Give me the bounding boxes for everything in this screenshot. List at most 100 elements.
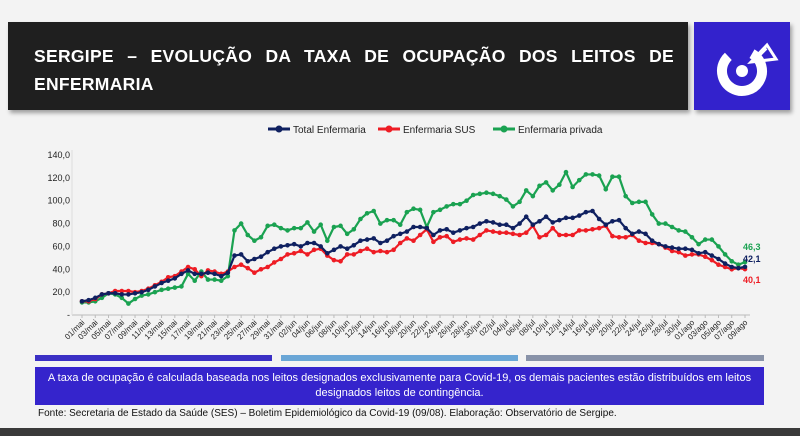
legend-label: Enfermaria privada [518,125,603,136]
data-point [278,244,284,249]
data-point [683,229,688,234]
data-point [172,285,178,290]
data-point [729,258,735,264]
data-point [172,276,178,281]
data-point [610,218,615,224]
data-point [384,238,390,244]
data-point [523,188,529,193]
data-point [351,242,357,248]
data-point [378,240,383,246]
series-line [82,224,746,303]
data-point [351,226,357,232]
data-point [258,234,264,240]
methodology-note: A taxa de ocupação é calculada baseada n… [35,367,764,405]
data-point [457,201,463,207]
data-point [497,222,502,228]
y-tick-label: 20,0 [52,287,70,297]
data-point [570,184,575,190]
y-tick-label: 120,0 [47,173,70,183]
data-point [583,228,589,233]
data-point [616,234,622,240]
data-point [444,204,449,209]
data-point [119,295,125,301]
data-point [636,199,642,205]
data-point [530,222,536,228]
data-point [358,238,363,244]
data-point [245,265,251,271]
legend-marker [385,125,393,133]
data-point [397,222,403,228]
data-point [669,245,675,250]
data-point [437,234,443,240]
data-point [397,240,403,246]
data-point [285,242,290,248]
data-point [331,257,337,263]
data-point [146,292,151,297]
data-point [504,222,509,228]
data-point [537,234,542,240]
data-point [139,293,144,298]
data-point [258,254,264,260]
data-point [431,232,436,238]
data-point [583,209,589,215]
data-point [179,271,184,277]
data-point [245,232,251,238]
data-point [543,180,549,185]
data-point [689,234,695,240]
data-point [192,266,198,272]
data-point [550,220,556,225]
data-point [669,248,675,254]
data-point [696,250,701,256]
series-line [82,169,746,305]
data-point [497,193,502,199]
data-point [570,232,575,238]
data-point [238,262,244,268]
bottom-strip [0,428,800,436]
y-tick-label: 140,0 [47,150,70,160]
legend-label: Enfermaria SUS [403,125,476,136]
data-point [305,220,310,225]
data-point [411,224,416,230]
data-point [364,237,370,242]
data-point [557,217,562,223]
data-point [159,287,164,293]
data-point [696,241,701,247]
source-caption: Fonte: Secretaria de Estado da Saúde (SE… [38,408,617,419]
data-point [99,295,105,301]
data-point [391,247,396,253]
data-point [444,226,449,232]
data-point [596,173,602,178]
data-point [165,286,171,292]
data-point [590,208,595,214]
end-value-label: 46,3 [743,242,761,252]
data-point [649,212,655,217]
data-point [464,225,469,231]
data-point [92,295,98,301]
data-point [417,224,423,230]
data-point [683,246,688,252]
data-point [470,237,476,242]
data-point [358,248,363,254]
data-point [537,183,542,189]
data-point [557,182,562,188]
data-point [305,252,310,257]
data-point [417,232,423,238]
data-point [722,252,728,257]
data-point [79,298,85,304]
data-point [338,258,343,264]
data-point [576,213,582,218]
data-point [126,292,131,297]
data-point [543,232,549,238]
data-point [86,297,91,303]
data-point [112,290,118,296]
data-point [656,221,662,226]
data-point [742,259,748,265]
data-point [477,191,483,197]
data-point [450,201,456,207]
data-point [404,209,410,215]
data-point [470,224,476,230]
data-point [510,231,516,237]
data-point [504,197,509,202]
data-point [152,289,158,295]
data-point [484,190,489,196]
